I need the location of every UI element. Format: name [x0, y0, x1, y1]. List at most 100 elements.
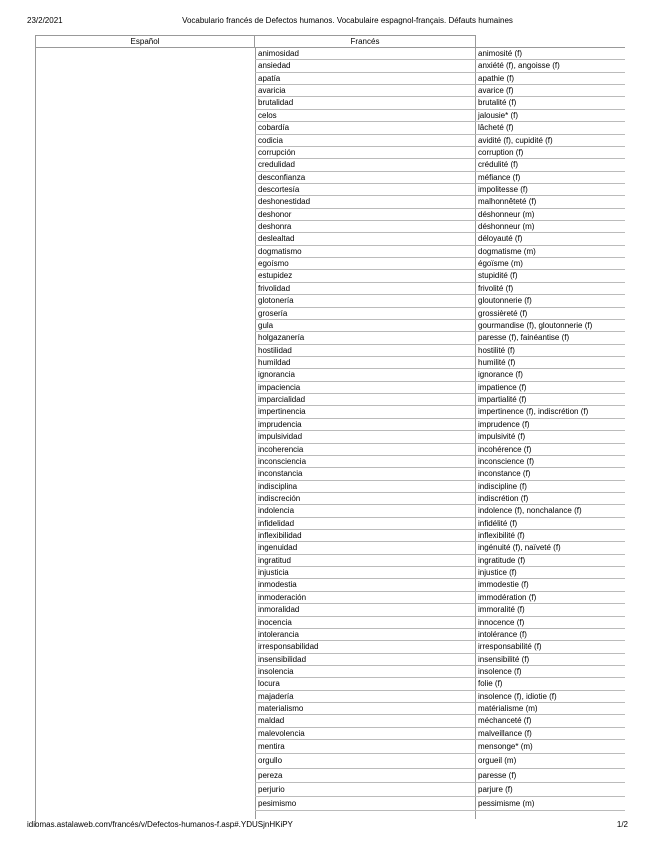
table-row: inocencia innocence (f): [255, 616, 625, 629]
spanish-term: ingratitud: [255, 554, 476, 567]
table-row: majadería insolence (f), idiotie (f): [255, 690, 625, 704]
table-row: ignorancia ignorance (f): [255, 369, 625, 382]
french-term: déloyauté (f): [478, 234, 523, 244]
table-row: indolencia indolence (f), nonchalance (f): [255, 505, 625, 518]
french-term: parjure (f): [478, 784, 513, 794]
french-term: gourmandise (f), gloutonnerie (f): [478, 320, 593, 330]
spanish-term: frivolidad: [255, 282, 476, 295]
spanish-term: materialismo: [255, 703, 476, 715]
spanish-term: desconfianza: [255, 171, 476, 183]
spanish-term: imparcialidad: [255, 394, 476, 406]
spanish-term: deshonestidad: [255, 196, 476, 208]
spanish-term: corrupción: [255, 146, 476, 159]
table-row: egoísmo égoïsme (m): [255, 258, 625, 271]
table-row: indiscreción indiscrétion (f): [255, 492, 625, 506]
french-term: pessimisme (m): [478, 798, 535, 808]
table-row: grosería grossièreté (f): [255, 307, 625, 320]
french-term: corruption (f): [478, 147, 524, 157]
spanish-term: indolencia: [255, 505, 476, 517]
french-term: imprudence (f): [478, 419, 530, 429]
french-term: ingratitude (f): [478, 555, 526, 565]
spanish-term: locura: [255, 678, 476, 690]
table-row: indisciplina indiscipline (f): [255, 480, 625, 493]
french-term: innocence (f): [478, 617, 525, 627]
french-term: immodestie (f): [478, 580, 529, 590]
spanish-term: majadería: [255, 690, 476, 703]
french-term: égoïsme (m): [478, 259, 523, 269]
spanish-term: pereza: [255, 768, 476, 782]
column-header-french: Francés: [255, 35, 476, 47]
table-row: inconstancia inconstance (f): [255, 468, 625, 481]
french-term: insolence (f), idiotie (f): [478, 691, 557, 701]
table-row: deshonra déshonneur (m): [255, 221, 625, 234]
french-term: insensibilité (f): [478, 654, 530, 664]
table-row: insolencia insolence (f): [255, 665, 625, 679]
french-term: malveillance (f): [478, 728, 532, 738]
spanish-term: inconstancia: [255, 468, 476, 480]
french-term: irresponsabilité (f): [478, 642, 542, 652]
table-row: apatía apathie (f): [255, 72, 625, 86]
spanish-term: impertinencia: [255, 406, 476, 418]
table-row: ingenuidad ingénuité (f), naïveté (f): [255, 542, 625, 555]
spanish-term: inocencia: [255, 616, 476, 628]
french-term: ignorance (f): [478, 370, 523, 380]
french-term: grossièreté (f): [478, 308, 528, 318]
table-row: holgazanería paresse (f), fainéantise (f): [255, 332, 625, 345]
french-term: paresse (f), fainéantise (f): [478, 333, 570, 343]
french-term: malhonnêteté (f): [478, 197, 537, 207]
table-row: avaricia avarice (f): [255, 85, 625, 98]
page-url: idiomas.astalaweb.com/francés/v/Defectos…: [27, 820, 293, 829]
french-term: impulsivité (f): [478, 432, 526, 442]
table-row: descortesía impolitesse (f): [255, 183, 625, 197]
spanish-term: infidelidad: [255, 517, 476, 530]
table-row: imprudencia imprudence (f): [255, 418, 625, 432]
spanish-term: injusticia: [255, 567, 476, 579]
french-term: orgueil (m): [478, 756, 517, 766]
table-row: pesimismo pessimisme (m): [255, 796, 625, 812]
french-term: frivolité (f): [478, 283, 514, 293]
french-term: folie (f): [478, 679, 503, 689]
french-term: anxiété (f), angoisse (f): [478, 61, 560, 71]
table-row: gula gourmandise (f), gloutonnerie (f): [255, 319, 625, 333]
table-row: dogmatismo dogmatisme (m): [255, 245, 625, 259]
spanish-term: deslealtad: [255, 233, 476, 245]
french-term: crédulité (f): [478, 160, 519, 170]
spanish-term: codicia: [255, 134, 476, 146]
spanish-term: ansiedad: [255, 60, 476, 72]
table-row: codicia avidité (f), cupidité (f): [255, 134, 625, 147]
french-term: avarice (f): [478, 86, 514, 96]
table-row: hostilidad hostilité (f): [255, 344, 625, 357]
table-row: pereza paresse (f): [255, 768, 625, 783]
french-term: avidité (f), cupidité (f): [478, 135, 553, 145]
table-header-row: Español Francés: [35, 35, 625, 47]
table-body: animosidad animosité (f) ansiedad anxiété (…: [255, 47, 625, 812]
column-header-spanish: Español: [35, 35, 255, 47]
french-term: apathie (f): [478, 73, 515, 83]
french-term: ingénuité (f), naïveté (f): [478, 543, 561, 553]
table-row: credulidad crédulité (f): [255, 159, 625, 172]
french-term: indolence (f), nonchalance (f): [478, 506, 582, 516]
spanish-term: descortesía: [255, 183, 476, 196]
spanish-term: cobardía: [255, 122, 476, 134]
spanish-term: brutalidad: [255, 97, 476, 109]
print-date: 23/2/2021: [27, 16, 63, 25]
table-row: glotonería gloutonnerie (f): [255, 295, 625, 308]
spanish-term: credulidad: [255, 159, 476, 171]
french-term: impartialité (f): [478, 395, 527, 405]
spanish-term: maldad: [255, 715, 476, 727]
french-term: hostilité (f): [478, 345, 515, 355]
table-row: materialismo matérialisme (m): [255, 703, 625, 716]
french-term: insolence (f): [478, 666, 522, 676]
french-term: incohérence (f): [478, 444, 532, 454]
spanish-term: intolerancia: [255, 628, 476, 641]
table-tail: [255, 811, 476, 820]
spanish-term: ingenuidad: [255, 542, 476, 554]
empty-cell: [35, 47, 255, 827]
page-number: 1/2: [616, 820, 628, 829]
french-term: déshonneur (m): [478, 209, 535, 219]
french-term: méfiance (f): [478, 172, 521, 182]
table-row: deshonor déshonneur (m): [255, 208, 625, 222]
table-row: celos jalousie* (f): [255, 109, 625, 123]
table-row: inmoderación immodération (f): [255, 591, 625, 605]
table-row: frivolidad frivolité (f): [255, 282, 625, 296]
